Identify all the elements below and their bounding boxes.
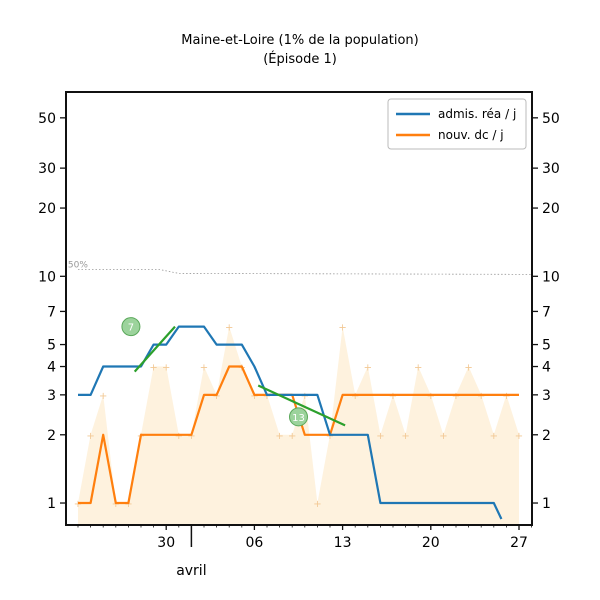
trend-line-0 bbox=[133, 325, 176, 373]
daily-point-31: + bbox=[464, 363, 472, 374]
y-tick-label-left-4: 5 bbox=[47, 338, 56, 354]
y-tick-label-left-7: 20 bbox=[38, 201, 56, 217]
y-tick-label-right-2: 3 bbox=[542, 388, 551, 404]
daily-point-24: + bbox=[376, 431, 384, 442]
daily-point-34: + bbox=[502, 391, 510, 402]
y-tick-label-left-2: 3 bbox=[47, 388, 56, 404]
y-tick-label-right-5: 7 bbox=[542, 304, 551, 320]
reference-line bbox=[78, 269, 532, 275]
daily-point-20: + bbox=[326, 431, 334, 442]
daily-point-23: + bbox=[364, 363, 372, 374]
daily-point-28: + bbox=[427, 391, 435, 402]
daily-point-22: + bbox=[351, 391, 359, 402]
y-tick-label-left-3: 4 bbox=[47, 360, 56, 376]
daily-point-19: + bbox=[313, 499, 321, 510]
daily-point-15: + bbox=[263, 391, 271, 402]
reference-line-group: 50% bbox=[68, 261, 532, 275]
trend-line-1 bbox=[257, 384, 346, 427]
trend-badge-0 bbox=[121, 317, 141, 337]
trend-line-group: 7 13 bbox=[121, 317, 346, 427]
daily-point-33: + bbox=[490, 431, 498, 442]
y-tick-label-right-8: 30 bbox=[542, 161, 560, 177]
daily-point-30: + bbox=[452, 391, 460, 402]
daily-point-21: + bbox=[338, 323, 346, 334]
y-tick-label-right-7: 20 bbox=[542, 201, 560, 217]
y-tick-label-right-9: 50 bbox=[542, 111, 560, 127]
daily-point-25: + bbox=[389, 391, 397, 402]
daily-point-18: + bbox=[301, 391, 309, 402]
plot-frame bbox=[65, 91, 533, 526]
daily-point-9: + bbox=[187, 431, 195, 442]
y-tick-label-left-9: 50 bbox=[38, 111, 56, 127]
trend-badge-label-1: 13 bbox=[292, 413, 305, 424]
chart-subtitle: (Épisode 1) bbox=[263, 51, 337, 67]
daily-point-29: + bbox=[439, 431, 447, 442]
y-tick-label-right-4: 5 bbox=[542, 338, 551, 354]
daily-point-4: + bbox=[124, 499, 132, 510]
legend: admis. réa / j nouv. dc / j bbox=[387, 98, 527, 150]
y-tick-label-left-6: 10 bbox=[38, 269, 56, 285]
trend-badge-1 bbox=[289, 407, 308, 427]
y-tick-label-right-1: 2 bbox=[542, 428, 551, 444]
y-tick-label-left-0: 1 bbox=[47, 496, 56, 512]
daily-point-7: + bbox=[162, 363, 170, 374]
axes-group: 1 1 2 2 3 3 4 4 5 5 7 7 10 10 20 20 30 30 50 50 30 06 13 20 27 av… bbox=[38, 111, 560, 579]
x-tick-label-0: 30 bbox=[157, 535, 175, 551]
legend-box bbox=[387, 98, 527, 150]
daily-point-0: + bbox=[74, 499, 82, 510]
daily-point-2: + bbox=[99, 391, 107, 402]
daily-point-32: + bbox=[477, 391, 485, 402]
daily-point-35: + bbox=[515, 431, 523, 442]
daily-point-26: + bbox=[401, 431, 409, 442]
daily-point-8: + bbox=[175, 431, 183, 442]
series-line-0 bbox=[78, 325, 503, 520]
y-tick-label-right-0: 1 bbox=[542, 496, 551, 512]
daily-point-11: + bbox=[212, 391, 220, 402]
daily-point-14: + bbox=[250, 391, 258, 402]
y-tick-label-right-3: 4 bbox=[542, 360, 551, 376]
y-tick-label-right-6: 10 bbox=[542, 269, 560, 285]
reference-line-label: 50% bbox=[68, 261, 88, 271]
x-tick-label-4: 27 bbox=[510, 535, 528, 551]
daily-point-1: + bbox=[86, 431, 94, 442]
daily-point-16: + bbox=[275, 431, 283, 442]
daily-point-27: + bbox=[414, 363, 422, 374]
trend-badge-label-0: 7 bbox=[128, 323, 134, 334]
y-tick-label-left-8: 30 bbox=[38, 161, 56, 177]
month-label: avril bbox=[176, 563, 206, 579]
chart-title: Maine-et-Loire (1% de la population) bbox=[181, 33, 418, 48]
daily-point-3: + bbox=[112, 499, 120, 510]
legend-label-1: nouv. dc / j bbox=[438, 128, 504, 142]
x-tick-label-2: 13 bbox=[334, 535, 352, 551]
daily-point-10: + bbox=[200, 363, 208, 374]
x-tick-label-3: 20 bbox=[422, 535, 440, 551]
daily-point-12: + bbox=[225, 323, 233, 334]
x-tick-label-1: 06 bbox=[245, 535, 263, 551]
y-tick-label-left-1: 2 bbox=[47, 428, 56, 444]
legend-label-0: admis. réa / j bbox=[438, 107, 516, 121]
y-tick-label-left-5: 7 bbox=[47, 304, 56, 320]
daily-point-6: + bbox=[149, 363, 157, 374]
daily-point-17: + bbox=[288, 431, 296, 442]
